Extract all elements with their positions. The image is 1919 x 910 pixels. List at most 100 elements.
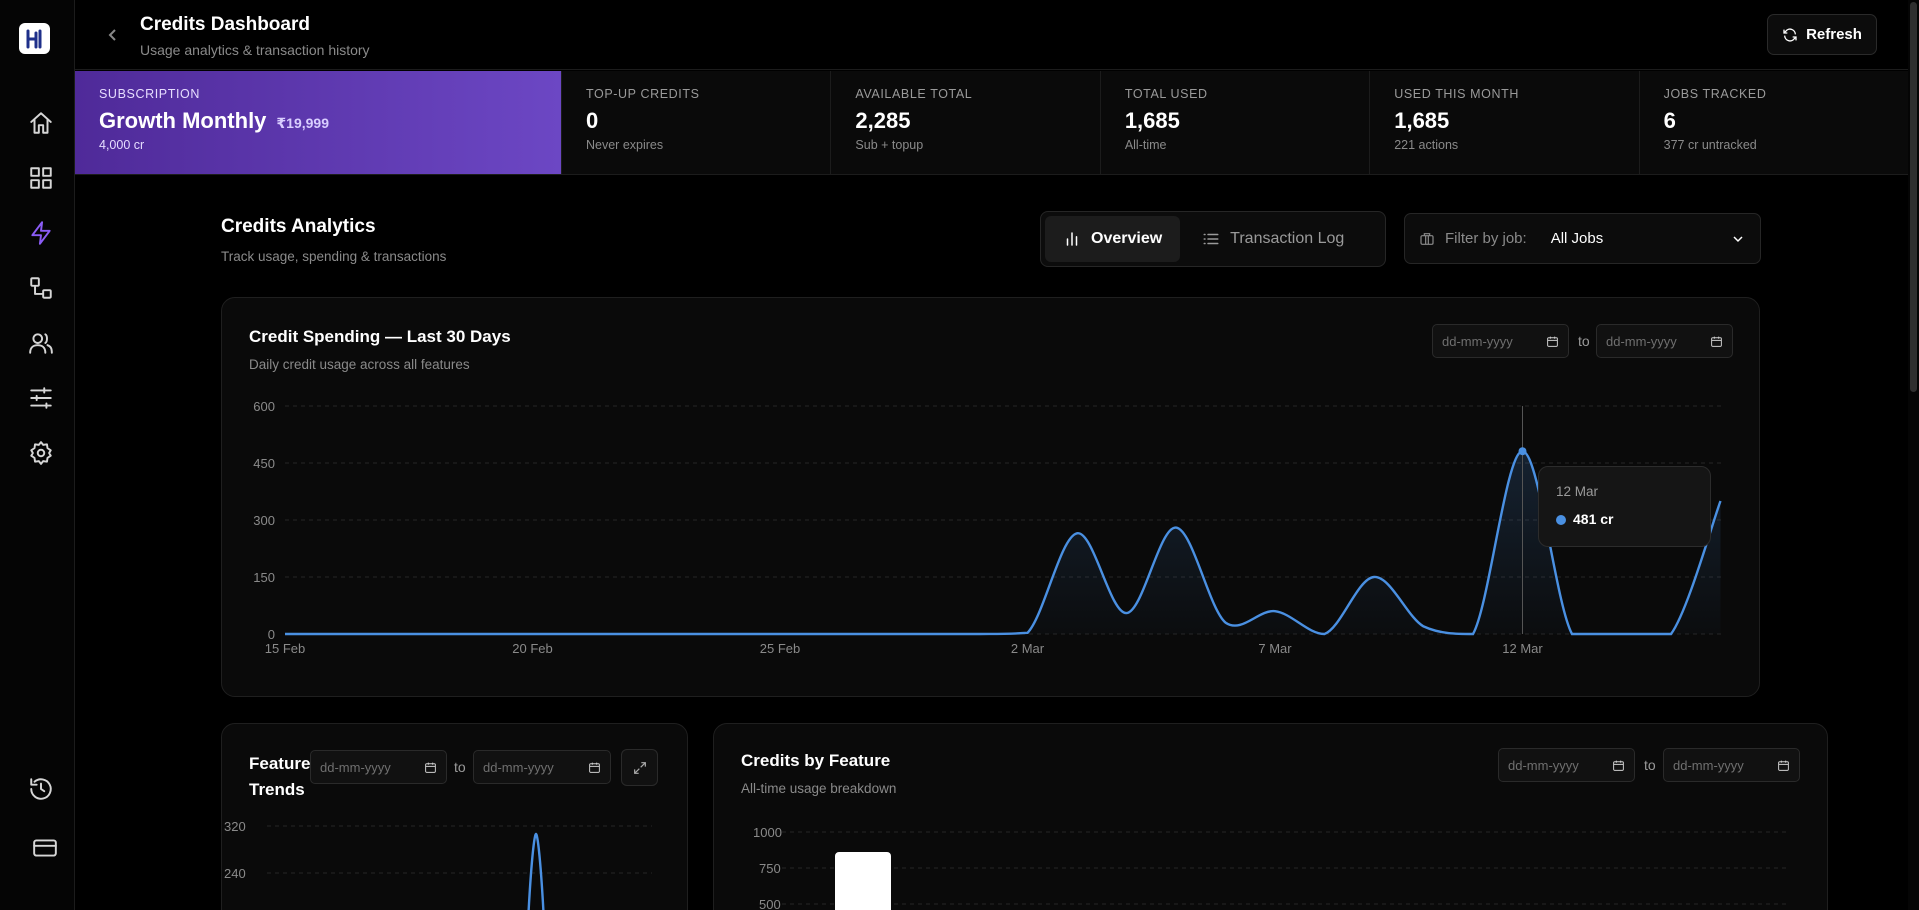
scrollbar-thumb[interactable] [1910, 2, 1917, 392]
card-subtitle: All-time usage breakdown [741, 781, 897, 796]
briefcase-icon [1420, 232, 1434, 245]
workflow-icon [30, 277, 52, 299]
dashboard-grid-icon [30, 167, 52, 189]
lightning-icon [31, 221, 51, 245]
analytics-title: Credits Analytics [221, 216, 376, 237]
job-filter-select[interactable]: Filter by job: All Jobs [1404, 213, 1761, 264]
start-date-input[interactable]: dd-mm-yyyy [1498, 748, 1635, 782]
feature-y-tick: 500 [759, 897, 781, 910]
subscription-label: SUBSCRIPTION [99, 87, 200, 101]
tooltip-series-dot [1556, 515, 1566, 525]
gear-icon [30, 441, 52, 465]
calendar-icon [1613, 760, 1624, 771]
date-range-to: to [1644, 757, 1656, 773]
sidebar-item-settings-sliders[interactable] [27, 384, 55, 412]
date-placeholder: dd-mm-yyyy [1606, 333, 1677, 349]
start-date-input[interactable]: dd-mm-yyyy [1432, 324, 1569, 358]
start-date-input[interactable]: dd-mm-yyyy [310, 750, 447, 784]
back-button[interactable] [105, 26, 119, 44]
end-date-input[interactable]: dd-mm-yyyy [473, 750, 611, 784]
feature-trends-card: Feature Trends dd-mm-yyyy to dd-mm-yyyy … [221, 723, 688, 910]
page-scrollbar[interactable] [1908, 0, 1919, 910]
date-range-to: to [454, 759, 466, 775]
stat-note: Sub + topup [855, 138, 924, 152]
card-title: Credits by Feature [741, 751, 891, 770]
credits-by-feature-card: Credits by Feature All-time usage breakd… [713, 723, 1828, 910]
sidebar-item-credits[interactable] [27, 219, 55, 247]
chevron-left-icon [108, 29, 116, 41]
plan-price: ₹19,999 [276, 115, 329, 131]
card-title: Credit Spending — Last 30 Days [249, 327, 511, 346]
stat-label: TOTAL USED [1124, 87, 1208, 101]
card-subtitle: Daily credit usage across all features [249, 357, 470, 372]
expand-button[interactable] [621, 749, 658, 786]
stat-label: AVAILABLE TOTAL [855, 87, 973, 101]
stat-topup-credits: TOP-UP CREDITS 0 Never expires [561, 71, 831, 174]
analytics-tabs: Overview Transaction Log [1040, 211, 1386, 267]
app-logo[interactable] [19, 23, 50, 54]
date-placeholder: dd-mm-yyyy [483, 759, 554, 775]
stat-used-this-month: USED THIS MONTH 1,685 221 actions [1369, 71, 1639, 174]
bar-chart-icon [1066, 232, 1078, 246]
tab-transaction-log[interactable]: Transaction Log [1184, 216, 1362, 262]
users-icon [29, 333, 53, 354]
refresh-icon [1783, 27, 1797, 42]
sidebar-item-history[interactable] [27, 775, 55, 803]
stat-total-used: TOTAL USED 1,685 All-time [1099, 71, 1370, 174]
calendar-icon [1547, 336, 1558, 347]
page-header: Credits Dashboard Usage analytics & tran… [75, 0, 1908, 70]
plan-credits: 4,000 cr [99, 138, 145, 152]
tab-overview[interactable]: Overview [1045, 216, 1181, 262]
stat-label: USED THIS MONTH [1394, 87, 1519, 101]
stat-jobs-tracked: JOBS TRACKED 6 377 cr untracked [1638, 71, 1909, 174]
refresh-label: Refresh [1806, 26, 1862, 43]
plan-name: Growth Monthly [99, 108, 267, 133]
subscription-card: SUBSCRIPTION Growth Monthly ₹19,999 4,00… [75, 71, 561, 174]
tab-label: Transaction Log [1230, 230, 1345, 247]
trend-y-tick: 240 [224, 866, 246, 881]
sidebar-item-billing[interactable] [31, 834, 59, 862]
feature-y-tick: 750 [759, 861, 781, 876]
calendar-icon [425, 762, 436, 773]
chart-tooltip: 12 Mar 481 cr [1538, 466, 1711, 547]
refresh-button[interactable]: Refresh [1767, 14, 1877, 55]
stat-available-total: AVAILABLE TOTAL 2,285 Sub + topup [830, 71, 1100, 174]
sidebar-item-home[interactable] [27, 109, 55, 137]
feature-bar[interactable] [835, 852, 891, 910]
calendar-icon [1711, 336, 1722, 347]
end-date-input[interactable]: dd-mm-yyyy [1663, 748, 1800, 782]
page-subtitle: Usage analytics & transaction history [140, 42, 370, 58]
history-icon [30, 778, 52, 800]
stat-note: 221 actions [1394, 138, 1459, 152]
stat-note: All-time [1124, 138, 1167, 152]
sidebar-item-users[interactable] [27, 329, 55, 357]
stat-value: 2,285 [855, 108, 911, 133]
tooltip-date: 12 Mar [1556, 484, 1599, 499]
end-date-input[interactable]: dd-mm-yyyy [1596, 324, 1733, 358]
calendar-icon [589, 762, 600, 773]
date-placeholder: dd-mm-yyyy [1508, 757, 1579, 773]
feature-trends-chart: 320 240 [224, 819, 652, 910]
date-placeholder: dd-mm-yyyy [1442, 333, 1513, 349]
tooltip-value: 481 cr [1573, 511, 1614, 527]
card-title: Feature Trends [249, 751, 310, 803]
card-title-line-1: Feature [249, 754, 311, 773]
stat-value: 1,685 [1124, 108, 1180, 133]
calendar-icon [1778, 760, 1789, 771]
stat-label: TOP-UP CREDITS [586, 87, 700, 101]
sidebar-item-settings[interactable] [27, 439, 55, 467]
filter-value: All Jobs [1550, 230, 1604, 247]
stat-value: 0 [586, 108, 599, 133]
analytics-subtitle: Track usage, spending & transactions [221, 249, 447, 264]
sidebar-item-dashboard[interactable] [27, 164, 55, 192]
card-title-line-2: Trends [249, 780, 305, 799]
sidebar-item-workflows[interactable] [27, 274, 55, 302]
date-range-to: to [1578, 333, 1590, 349]
date-placeholder: dd-mm-yyyy [320, 759, 391, 775]
stat-value: 6 [1663, 108, 1676, 133]
logo-icon [26, 29, 41, 48]
sidebar [0, 0, 75, 910]
credit-spending-card: Credit Spending — Last 30 Days Daily cre… [221, 297, 1760, 697]
stat-note: Never expires [586, 138, 664, 152]
